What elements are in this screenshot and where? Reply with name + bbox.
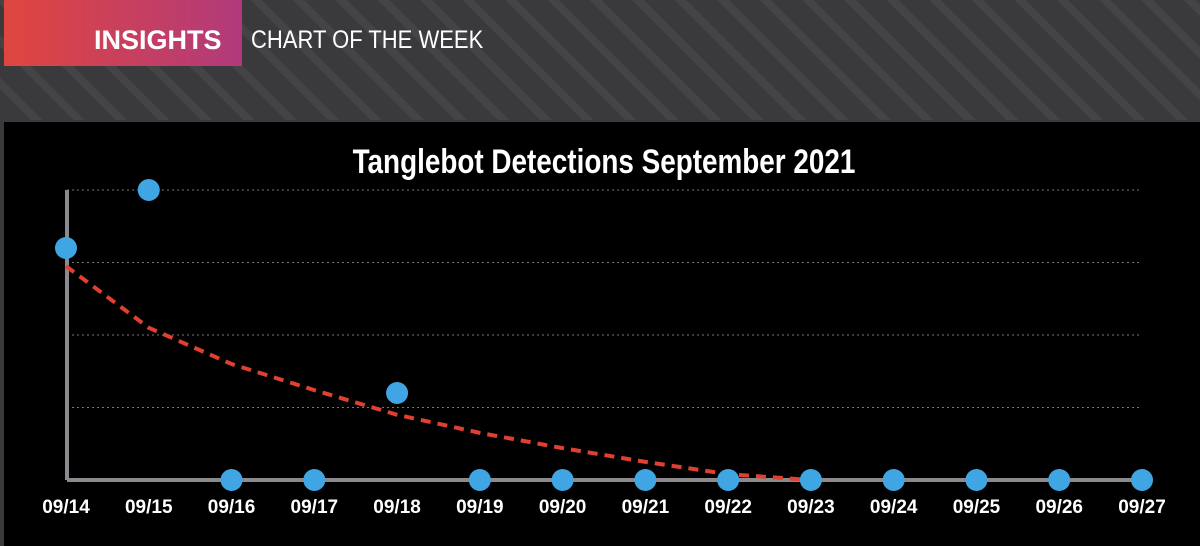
x-tick-label: 09/22 bbox=[704, 497, 752, 518]
data-point bbox=[717, 469, 740, 491]
header-bar: INSIGHTS CHART OF THE WEEK bbox=[0, 0, 1200, 120]
x-tick-label: 09/17 bbox=[291, 497, 339, 518]
x-tick-label: 09/26 bbox=[1035, 497, 1083, 518]
x-tick-label: 09/21 bbox=[622, 497, 670, 518]
x-tick-label: 09/20 bbox=[539, 497, 587, 518]
chart-title: Tanglebot Detections September 2021 bbox=[353, 142, 856, 180]
x-tick-label: 09/27 bbox=[1118, 497, 1166, 518]
chart: Tanglebot Detections September 2021 09/1… bbox=[4, 122, 1200, 546]
data-point bbox=[386, 382, 409, 404]
data-point bbox=[55, 237, 77, 259]
header-tag: INSIGHTS bbox=[4, 0, 242, 66]
x-tick-label: 09/15 bbox=[125, 497, 173, 518]
x-tick-label: 09/23 bbox=[787, 497, 835, 518]
data-point bbox=[468, 469, 491, 491]
header-title: CHART OF THE WEEK bbox=[251, 26, 484, 54]
x-tick-label: 09/18 bbox=[373, 497, 421, 518]
x-tick-label: 09/19 bbox=[456, 497, 504, 518]
data-point bbox=[799, 469, 822, 491]
data-point bbox=[1131, 469, 1153, 491]
trendline bbox=[64, 264, 812, 482]
data-point bbox=[551, 469, 574, 491]
x-tick-label: 09/25 bbox=[953, 497, 1001, 518]
data-point bbox=[882, 469, 905, 491]
chart-background bbox=[4, 122, 1200, 546]
data-point bbox=[634, 469, 657, 491]
data-point bbox=[303, 469, 326, 491]
data-point bbox=[220, 469, 243, 491]
x-tick-label: 09/14 bbox=[42, 497, 90, 518]
x-tick-label: 09/16 bbox=[208, 497, 256, 518]
data-point bbox=[965, 469, 988, 491]
x-tick-label: 09/24 bbox=[870, 497, 918, 518]
data-point bbox=[1048, 469, 1071, 491]
data-point bbox=[137, 179, 160, 201]
